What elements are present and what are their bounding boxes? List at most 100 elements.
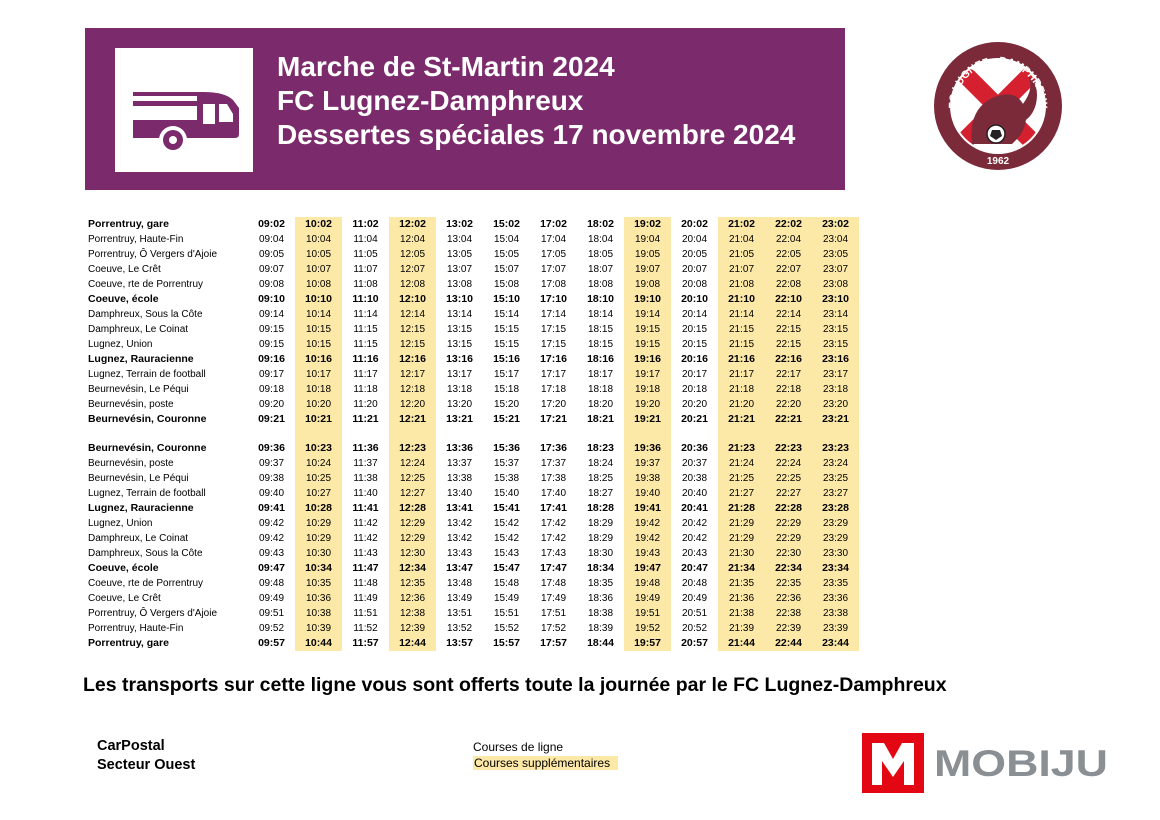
departure-time: 18:08 <box>587 279 614 290</box>
departure-time: 12:29 <box>389 531 436 546</box>
departure-time: 22:04 <box>765 232 812 247</box>
stop-name: Coeuve, école <box>88 293 159 305</box>
departure-time: 21:39 <box>718 621 765 636</box>
departure-time: 20:15 <box>681 339 708 350</box>
departure-time: 12:28 <box>389 501 436 516</box>
departure-time: 20:20 <box>681 399 708 410</box>
departure-time: 15:05 <box>493 249 520 260</box>
table-row: Beurnevésin, poste 09:20 10:20 11:20 12:20 13… <box>85 397 859 412</box>
departure-time: 09:43 <box>258 548 285 559</box>
departure-time: 17:36 <box>540 442 567 454</box>
stop-name: Beurnevésin, poste <box>88 458 174 469</box>
departure-time: 20:17 <box>681 369 708 380</box>
departure-time: 11:21 <box>352 413 379 425</box>
departure-time: 11:10 <box>352 293 379 305</box>
departure-time: 23:23 <box>812 441 859 456</box>
departure-time: 15:36 <box>493 442 520 454</box>
departure-time: 10:27 <box>295 486 342 501</box>
table-row: Coeuve, Le Crêt 09:07 10:07 11:07 12:07 13:07… <box>85 262 859 277</box>
departure-time: 15:42 <box>493 518 520 529</box>
departure-time: 19:41 <box>624 501 671 516</box>
departure-time: 22:21 <box>765 412 812 427</box>
table-row: Beurnevésin, Couronne 09:36 10:23 11:36 12:2… <box>85 441 859 456</box>
departure-time: 18:38 <box>587 608 614 619</box>
departure-time: 09:02 <box>258 218 285 230</box>
departure-time: 23:34 <box>812 561 859 576</box>
section-gap <box>85 427 859 441</box>
departure-time: 11:20 <box>353 399 378 410</box>
departure-time: 12:30 <box>389 546 436 561</box>
timetable: Porrentruy, gare 09:02 10:02 11:02 12:02 13:0… <box>85 217 859 651</box>
departure-time: 13:48 <box>446 578 473 589</box>
departure-time: 17:57 <box>540 637 567 649</box>
departure-time: 11:41 <box>352 502 379 514</box>
departure-time: 23:28 <box>812 501 859 516</box>
departure-time: 20:40 <box>681 488 708 499</box>
departure-time: 22:07 <box>765 262 812 277</box>
departure-time: 10:34 <box>295 561 342 576</box>
departure-time: 20:38 <box>681 473 708 484</box>
departure-time: 12:05 <box>389 247 436 262</box>
departure-time: 15:40 <box>493 488 520 499</box>
departure-time: 20:43 <box>681 548 708 559</box>
departure-time: 11:38 <box>353 473 378 484</box>
departure-time: 12:38 <box>389 606 436 621</box>
departure-time: 17:38 <box>540 473 567 484</box>
departure-time: 19:21 <box>624 412 671 427</box>
departure-time: 11:37 <box>353 458 378 469</box>
stop-name: Porrentruy, Haute-Fin <box>88 234 184 245</box>
departure-time: 19:42 <box>624 531 671 546</box>
departure-time: 17:20 <box>540 399 567 410</box>
departure-time: 23:24 <box>812 456 859 471</box>
departure-time: 23:38 <box>812 606 859 621</box>
departure-time: 22:34 <box>765 561 812 576</box>
departure-time: 20:21 <box>681 413 708 425</box>
departure-time: 20:10 <box>681 293 708 305</box>
stop-name: Coeuve, Le Crêt <box>88 264 161 275</box>
departure-time: 22:05 <box>765 247 812 262</box>
departure-time: 11:15 <box>353 324 378 335</box>
departure-time: 11:51 <box>353 608 378 619</box>
departure-time: 22:15 <box>765 337 812 352</box>
departure-time: 15:20 <box>493 399 520 410</box>
departure-time: 22:30 <box>765 546 812 561</box>
departure-time: 20:08 <box>681 279 708 290</box>
departure-time: 13:14 <box>446 309 473 320</box>
mobiju-logo: MOBIJU <box>862 733 1108 793</box>
departure-time: 18:04 <box>587 234 614 245</box>
departure-time: 17:42 <box>540 533 567 544</box>
departure-time: 11:02 <box>352 218 379 230</box>
departure-time: 19:02 <box>624 217 671 232</box>
departure-time: 23:07 <box>812 262 859 277</box>
departure-time: 19:05 <box>624 247 671 262</box>
departure-time: 23:05 <box>812 247 859 262</box>
table-row: Beurnevésin, Le Péqui 09:38 10:25 11:38 12:2… <box>85 471 859 486</box>
departure-time: 12:21 <box>389 412 436 427</box>
stop-name: Beurnevésin, Le Péqui <box>88 384 189 395</box>
departure-time: 11:04 <box>353 234 378 245</box>
departure-time: 17:15 <box>540 339 567 350</box>
departure-time: 17:41 <box>540 502 567 514</box>
table-row: Lugnez, Rauracienne 09:41 10:28 11:41 12:28 1… <box>85 501 859 516</box>
departure-time: 11:15 <box>353 339 378 350</box>
departure-time: 21:23 <box>718 441 765 456</box>
departure-time: 11:52 <box>353 623 378 634</box>
stop-name: Lugnez, Terrain de football <box>88 369 206 380</box>
departure-time: 22:29 <box>765 531 812 546</box>
departure-time: 23:44 <box>812 636 859 651</box>
departure-time: 09:47 <box>258 562 285 574</box>
departure-time: 10:15 <box>295 337 342 352</box>
departure-time: 09:37 <box>258 458 285 469</box>
departure-time: 19:10 <box>624 292 671 307</box>
stop-name: Beurnevésin, poste <box>88 399 174 410</box>
departure-time: 15:16 <box>493 353 520 365</box>
departure-time: 10:24 <box>295 456 342 471</box>
departure-time: 10:39 <box>295 621 342 636</box>
departure-time: 19:17 <box>624 367 671 382</box>
departure-time: 22:08 <box>765 277 812 292</box>
departure-time: 23:04 <box>812 232 859 247</box>
table-row: Porrentruy, Haute-Fin 09:04 10:04 11:04 12:0… <box>85 232 859 247</box>
departure-time: 20:02 <box>681 218 708 230</box>
departure-time: 22:39 <box>765 621 812 636</box>
departure-time: 17:07 <box>540 264 567 275</box>
